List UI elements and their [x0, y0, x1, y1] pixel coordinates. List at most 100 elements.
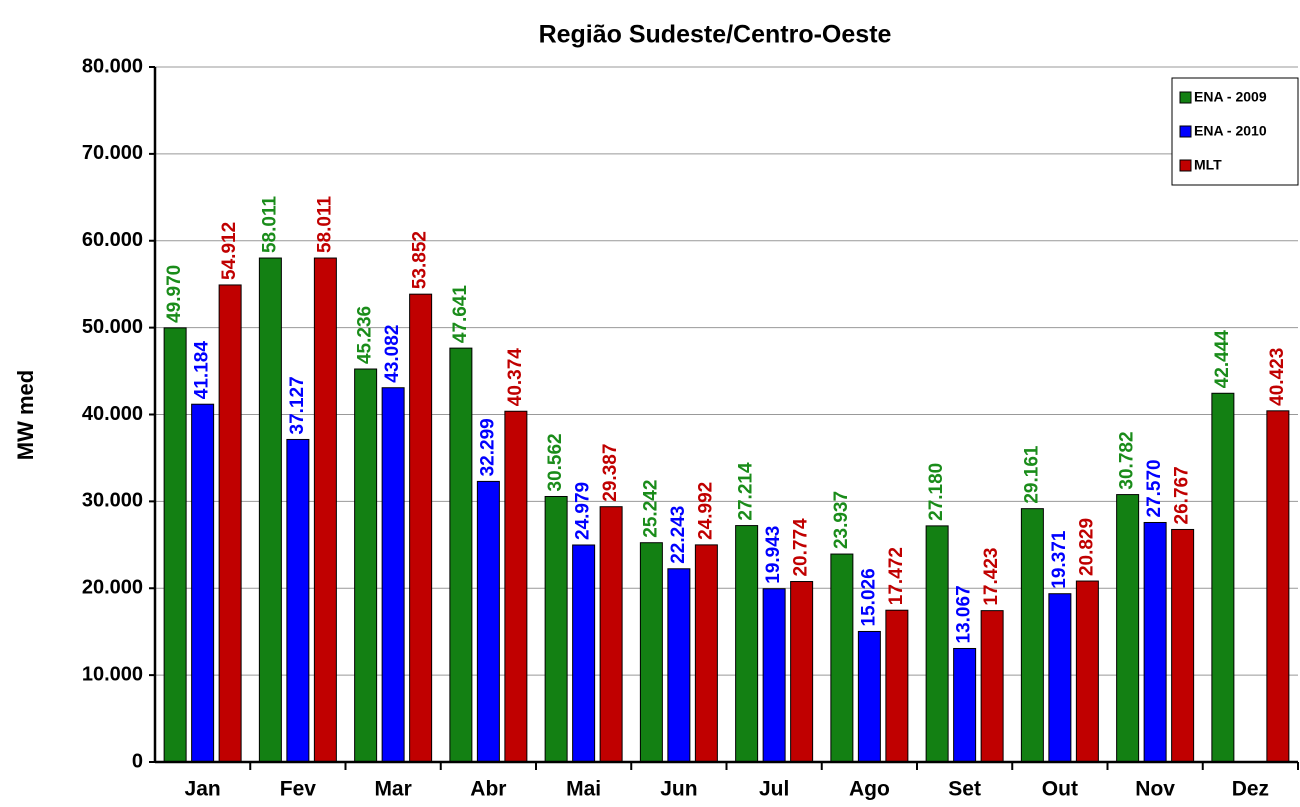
bar	[953, 647, 977, 763]
y-tick-label: 30.000	[82, 490, 143, 512]
value-label: 32.299	[477, 418, 498, 476]
value-label: 27.180	[926, 463, 947, 521]
x-tick-label: Jul	[759, 778, 789, 801]
value-label: 19.371	[1049, 530, 1070, 589]
legend-swatch	[1179, 159, 1192, 172]
value-label: 30.782	[1117, 431, 1138, 489]
bar	[925, 525, 949, 763]
value-label: 43.082	[382, 325, 403, 383]
value-label: 24.992	[695, 482, 716, 540]
bar	[694, 544, 718, 763]
bar	[544, 495, 568, 763]
bar	[639, 542, 663, 763]
x-tick-label: Jan	[185, 778, 221, 801]
bar	[762, 588, 786, 763]
bar	[449, 347, 473, 763]
value-label: 30.562	[545, 433, 566, 491]
bar	[1211, 392, 1235, 763]
bar	[885, 609, 909, 763]
bar	[667, 568, 691, 763]
x-tick-label: Set	[948, 778, 981, 801]
bar	[1020, 508, 1044, 763]
bar	[409, 293, 433, 763]
chart-title: Região Sudeste/Centro-Oeste	[539, 21, 892, 49]
value-label: 47.641	[450, 285, 471, 344]
y-axis-label: MW med	[13, 370, 38, 460]
legend-label: MLT	[1194, 157, 1222, 173]
x-tick-label: Abr	[470, 778, 506, 801]
value-label: 25.242	[640, 480, 661, 538]
value-label: 17.423	[981, 548, 1002, 606]
value-label: 49.970	[164, 265, 185, 323]
bar	[1116, 494, 1140, 763]
bar	[830, 553, 854, 763]
x-tick-label: Mar	[374, 778, 411, 801]
value-label: 20.774	[791, 518, 812, 577]
y-tick-label: 80.000	[82, 55, 143, 77]
value-label: 22.243	[668, 506, 689, 564]
value-label: 40.374	[505, 348, 526, 407]
value-label: 45.236	[355, 306, 376, 364]
bar	[1048, 593, 1072, 763]
legend-swatch	[1179, 91, 1192, 104]
x-tick-label: Nov	[1135, 778, 1175, 801]
bar	[1143, 521, 1167, 763]
value-label: 41.184	[192, 341, 213, 400]
value-label: 58.011	[259, 196, 280, 253]
x-tick-label: Dez	[1232, 778, 1269, 801]
bar	[191, 403, 215, 763]
y-tick-label: 60.000	[82, 229, 143, 251]
value-label: 24.979	[573, 482, 594, 540]
value-label: 20.829	[1076, 518, 1097, 576]
legend-swatch	[1179, 125, 1192, 138]
bar	[163, 327, 187, 763]
value-label: 37.127	[287, 376, 308, 434]
bar	[1075, 580, 1099, 763]
value-label: 19.943	[763, 526, 784, 584]
value-label: 23.937	[831, 491, 852, 549]
x-tick-label: Fev	[280, 778, 317, 801]
value-label: 13.067	[954, 585, 975, 643]
value-label: 53.852	[410, 231, 431, 289]
x-tick-label: Mai	[566, 778, 601, 801]
value-label: 29.161	[1021, 445, 1042, 504]
y-tick-label: 40.000	[82, 403, 143, 425]
bar	[476, 480, 500, 763]
bar	[572, 544, 596, 763]
value-label: 58.011	[314, 196, 335, 253]
bar	[1266, 410, 1290, 763]
bar	[735, 525, 759, 763]
value-label: 17.472	[886, 547, 907, 605]
bar	[218, 284, 242, 763]
bar	[599, 506, 623, 763]
legend-label: ENA - 2010	[1194, 123, 1267, 139]
legend-box	[1171, 77, 1299, 186]
bar	[790, 581, 814, 763]
value-label: 40.423	[1267, 348, 1288, 406]
x-tick-label: Jun	[660, 778, 697, 801]
value-label: 26.767	[1172, 466, 1193, 524]
y-tick-label: 0	[132, 750, 143, 772]
bar	[286, 438, 310, 763]
y-tick-label: 50.000	[82, 316, 143, 338]
x-tick-label: Out	[1042, 778, 1078, 801]
y-tick-label: 70.000	[82, 142, 143, 164]
value-label: 27.214	[736, 462, 757, 521]
bar	[1171, 528, 1195, 763]
bar	[258, 257, 282, 763]
value-label: 29.387	[600, 444, 621, 502]
bar	[504, 410, 528, 763]
value-label: 54.912	[219, 222, 240, 280]
x-tick-label: Ago	[849, 778, 890, 801]
y-tick-label: 20.000	[82, 577, 143, 599]
value-label: 15.026	[858, 568, 879, 626]
value-label: 27.570	[1144, 459, 1165, 517]
y-tick-label: 10.000	[82, 663, 143, 685]
bar	[381, 387, 405, 763]
bar	[313, 257, 337, 763]
bar	[857, 630, 881, 763]
legend-label: ENA - 2009	[1194, 89, 1267, 105]
value-label: 42.444	[1212, 330, 1233, 389]
bar	[354, 368, 378, 763]
